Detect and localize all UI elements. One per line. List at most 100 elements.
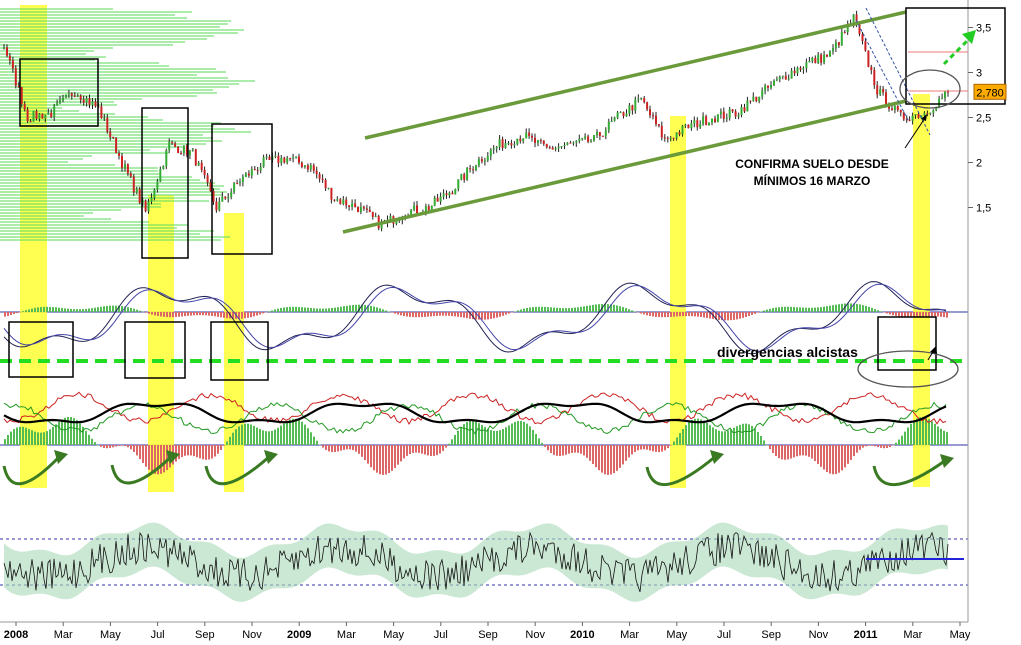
price-candle: [519, 138, 522, 142]
macd-histogram-bar: [319, 308, 321, 312]
oscillator-histogram-bar: [52, 427, 54, 445]
oscillator-histogram-bar: [61, 419, 63, 445]
volume-profile-bar: [0, 20, 231, 22]
price-candle: [436, 197, 439, 202]
macd-histogram-bar: [274, 309, 276, 312]
oscillator-histogram-bar: [751, 425, 753, 445]
price-candle: [811, 57, 814, 61]
price-candle: [569, 142, 572, 144]
price-candle: [587, 136, 590, 142]
macd-histogram-bar: [655, 312, 657, 317]
macd-histogram-bar: [484, 312, 486, 320]
oscillator-histogram-bar: [502, 429, 504, 445]
macd-histogram-bar: [637, 312, 639, 313]
price-candle: [843, 32, 846, 33]
oscillator-histogram-bar: [877, 445, 879, 448]
macd-histogram-bar: [817, 307, 819, 312]
macd-histogram-bar: [169, 312, 171, 318]
oscillator-histogram-bar: [415, 445, 417, 453]
oscillator-histogram-bar: [40, 432, 42, 445]
oscillator-histogram-bar: [700, 419, 702, 445]
macd-histogram-bar: [631, 310, 633, 312]
price-candle: [622, 112, 625, 117]
oscillator-histogram-bar: [826, 445, 828, 472]
price-candle: [177, 146, 180, 153]
macd-histogram-bar: [877, 310, 879, 312]
price-candle: [221, 196, 224, 202]
price-candle: [531, 135, 533, 138]
macd-histogram-bar: [307, 307, 309, 312]
oscillator-histogram-bar: [430, 445, 432, 456]
macd-histogram-bar: [883, 312, 885, 313]
oscillator-histogram-bar: [760, 436, 762, 445]
highlight-band-2: [148, 195, 174, 492]
volume-profile-bar: [0, 209, 121, 211]
macd-histogram-bar: [280, 308, 282, 312]
oscillator-histogram-bar: [220, 445, 222, 450]
volume-profile-bar: [0, 218, 111, 220]
oscillator-histogram-bar: [163, 445, 165, 473]
price-candle: [619, 112, 622, 114]
macd-histogram-bar: [334, 307, 336, 312]
price-candle: [834, 42, 837, 49]
volume-profile-bar: [0, 155, 92, 157]
macd-histogram-bar: [259, 312, 261, 315]
price-candle: [321, 178, 324, 180]
oscillator-histogram-bar: [142, 445, 144, 463]
macd-histogram-bar: [67, 308, 69, 312]
oscillator-histogram-bar: [646, 445, 648, 450]
oscillator-histogram-bar: [895, 442, 897, 445]
price-candle: [424, 206, 427, 212]
volume-profile-bar: [0, 149, 150, 151]
oscillator-histogram-bar: [595, 445, 597, 468]
oscillator-histogram-bar: [34, 431, 36, 445]
macd-histogram-bar: [679, 312, 681, 317]
oscillator-histogram-bar: [442, 445, 444, 451]
oscillator-histogram-bar: [400, 445, 402, 462]
oscillator-histogram-bar: [604, 445, 606, 475]
oscillator-histogram-bar: [526, 423, 528, 445]
recovery-arrow-4: [645, 454, 717, 487]
price-candle: [879, 89, 882, 95]
macd-histogram-bar: [946, 312, 948, 318]
macd-histogram-bar: [151, 312, 153, 315]
price-candle: [472, 169, 475, 171]
macd-histogram-bar: [562, 308, 564, 312]
price-candle: [684, 124, 687, 126]
oscillator-histogram-bar: [598, 445, 600, 471]
macd-histogram-bar: [841, 303, 843, 312]
oscillator-histogram-bar: [277, 427, 279, 445]
macd-histogram-bar: [94, 307, 96, 312]
price-candle: [643, 98, 646, 103]
macd-histogram-bar: [856, 303, 858, 312]
price-candle: [362, 206, 365, 209]
macd-histogram-bar: [667, 312, 669, 318]
price-candle: [764, 85, 767, 91]
macd-histogram-bar: [925, 312, 927, 317]
price-candle: [758, 96, 761, 102]
oscillator-line: [3, 531, 949, 593]
price-candle: [147, 201, 150, 212]
price-candle: [873, 70, 876, 86]
macd-histogram-bar: [31, 308, 33, 312]
recovery-arrow-1: [2, 454, 62, 486]
macd-histogram-bar: [208, 312, 210, 316]
price-candle: [944, 91, 946, 98]
price-candle: [805, 62, 808, 69]
price-candle: [920, 115, 923, 118]
oscillator-histogram-bar: [445, 445, 447, 448]
time-tick-label: May: [950, 629, 971, 641]
volume-profile-bar: [0, 119, 163, 121]
macd-histogram-bar: [202, 312, 204, 316]
volume-profile-bar: [0, 71, 226, 73]
macd-histogram-bar: [673, 312, 675, 317]
macd-histogram-bar: [343, 306, 345, 312]
macd-histogram-bar: [943, 312, 945, 318]
oscillator-histogram-bar: [697, 418, 699, 445]
oscillator-histogram-bar: [187, 445, 189, 456]
price-candle: [935, 107, 938, 111]
volume-profile-bar: [0, 197, 187, 199]
price-candle: [295, 156, 298, 158]
price-candle: [156, 181, 159, 190]
